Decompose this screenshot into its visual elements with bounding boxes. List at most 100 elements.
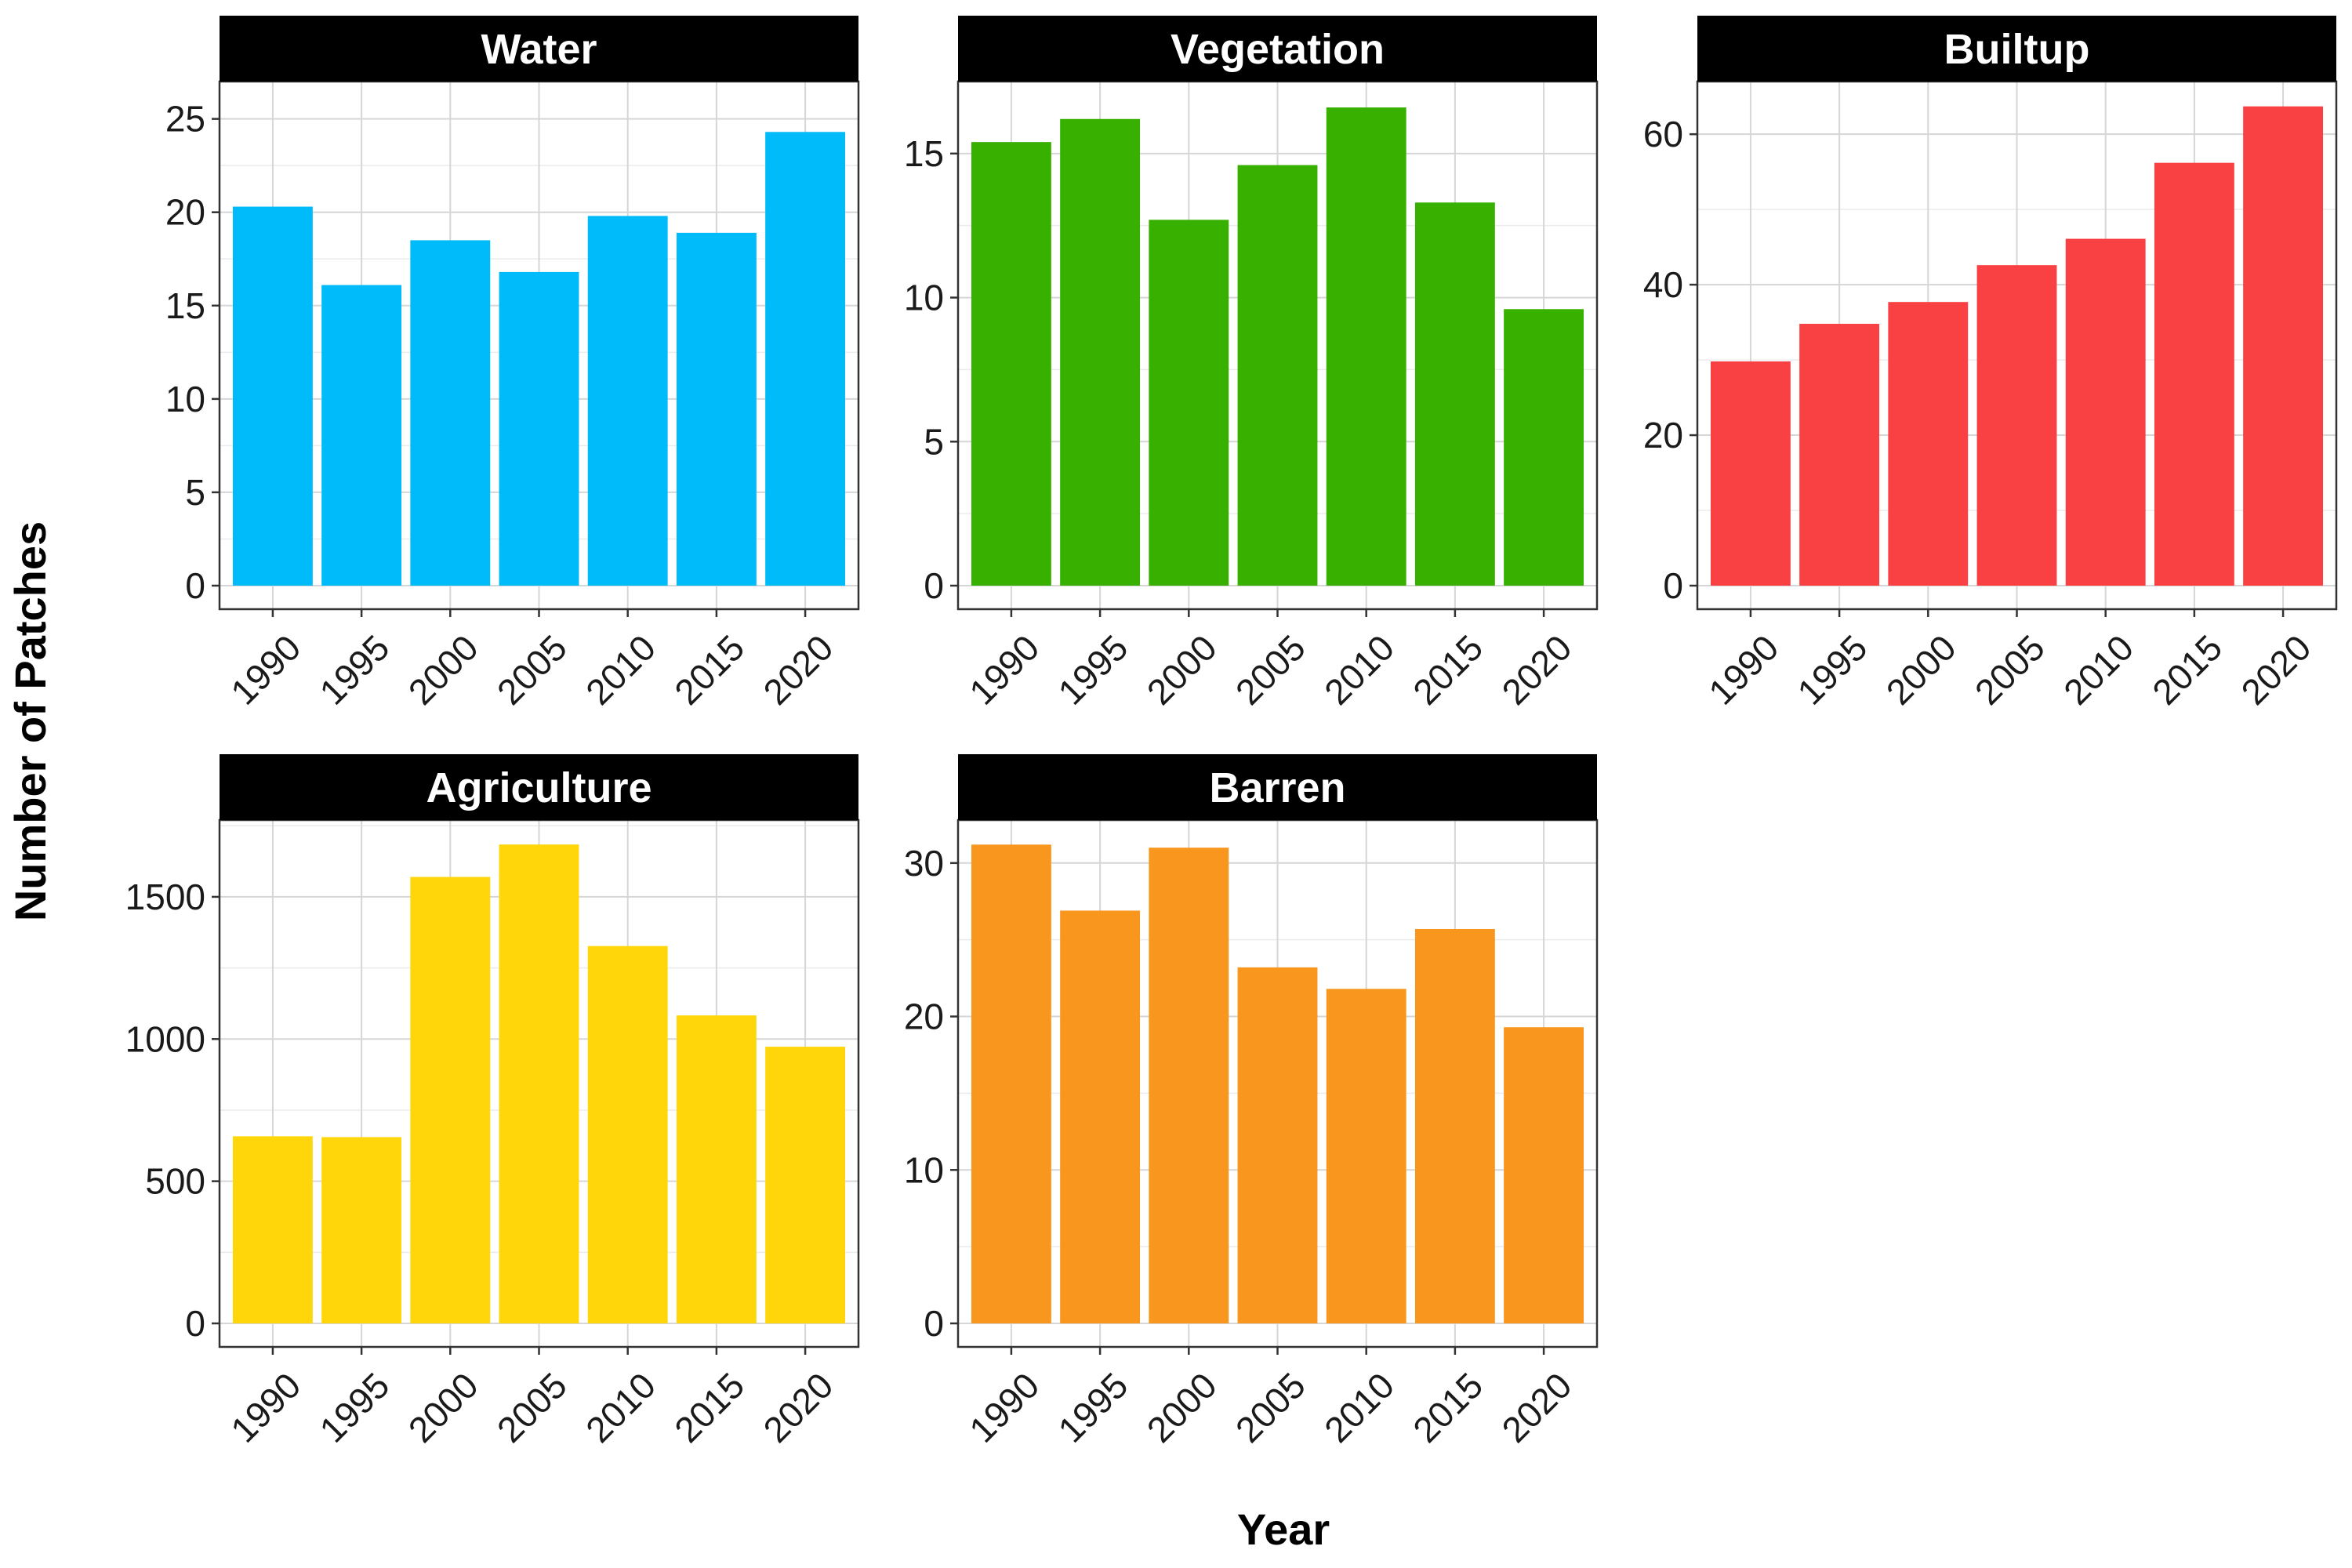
- panel-title: Vegetation: [1171, 26, 1385, 73]
- x-tick-label: 2015: [2144, 627, 2230, 713]
- bar-water-1990: [232, 206, 313, 586]
- x-tick-label: 2005: [489, 1365, 575, 1450]
- y-tick-label: 0: [1663, 565, 1683, 606]
- bar-agriculture-2015: [676, 1015, 757, 1323]
- y-tick-label: 15: [904, 133, 944, 174]
- bar-agriculture-2020: [765, 1047, 846, 1323]
- strip-header: [220, 754, 858, 820]
- x-tick-label: 1995: [1050, 627, 1135, 713]
- x-tick-label: 2000: [1139, 627, 1225, 713]
- y-tick-label: 10: [165, 379, 205, 419]
- bar-water-2005: [499, 271, 579, 586]
- y-tick-label: 0: [924, 565, 944, 606]
- x-tick-label: 2005: [1967, 627, 2053, 713]
- bar-builtup-2005: [1976, 265, 2057, 586]
- x-tick-label: 2005: [1228, 627, 1313, 713]
- panel-title: Water: [481, 26, 597, 73]
- x-tick-label: 1990: [961, 627, 1047, 713]
- panel-builtup: Builtup 0 20 40 60 1990 1995 2000 2005 2010 2015 20…: [1643, 16, 2338, 713]
- y-tick-label: 25: [165, 99, 205, 140]
- y-tick-label: 5: [185, 472, 205, 513]
- bar-barren-2020: [1504, 1027, 1584, 1323]
- x-tick-label: 2005: [489, 627, 575, 713]
- y-tick-label: 15: [165, 285, 205, 326]
- bar-agriculture-2010: [587, 946, 668, 1323]
- y-axis-title: Number of Patches: [5, 521, 55, 921]
- panel-barren: Barren 0 10 20 30 1990 1995 2000 2005 2010 2015 202…: [904, 754, 1599, 1450]
- x-tick-label: 1995: [311, 1365, 397, 1450]
- y-tick-label: 5: [924, 421, 944, 462]
- panel-water: Water 0 5 10 15 20 25 1990 1995 2000 2005 2010 2015 2…: [165, 16, 860, 713]
- strip-header: [958, 754, 1597, 820]
- bar-barren-2015: [1414, 928, 1495, 1323]
- x-tick-label: 1990: [961, 1365, 1047, 1450]
- panel-title: Barren: [1209, 764, 1345, 811]
- bar-vegetation-2015: [1414, 202, 1495, 586]
- bar-agriculture-2000: [410, 877, 491, 1323]
- bar-builtup-2010: [2065, 238, 2146, 586]
- y-tick-label: 10: [904, 1149, 944, 1190]
- y-tick-label: 60: [1643, 114, 1683, 154]
- bar-water-2015: [676, 232, 757, 586]
- x-tick-label: 2010: [1316, 1365, 1402, 1450]
- bar-agriculture-1990: [232, 1136, 313, 1323]
- y-tick-label: 30: [904, 843, 944, 884]
- strip-header: [220, 16, 858, 82]
- panel-title: Builtup: [1944, 26, 2090, 73]
- x-tick-label: 2015: [666, 627, 752, 713]
- panel-title: Agriculture: [426, 764, 652, 811]
- bar-builtup-1995: [1799, 324, 1880, 586]
- bar-water-1995: [321, 285, 402, 586]
- x-tick-label: 1995: [1789, 627, 1875, 713]
- y-tick-label: 20: [904, 996, 944, 1037]
- bar-builtup-2020: [2243, 106, 2324, 586]
- bar-vegetation-1990: [971, 142, 1051, 586]
- y-tick-label: 0: [185, 565, 205, 606]
- bar-builtup-2015: [2154, 162, 2234, 586]
- bar-vegetation-1995: [1060, 118, 1141, 586]
- bar-vegetation-2010: [1326, 107, 1406, 586]
- x-tick-label: 2010: [2056, 627, 2141, 713]
- strip-header: [958, 16, 1597, 82]
- x-tick-label: 2015: [666, 1365, 752, 1450]
- y-tick-label: 10: [904, 278, 944, 318]
- x-tick-label: 2005: [1228, 1365, 1313, 1450]
- x-tick-label: 2000: [401, 1365, 486, 1450]
- y-tick-label: 1500: [125, 877, 205, 917]
- bar-barren-2005: [1237, 967, 1318, 1323]
- x-tick-label: 2015: [1405, 1365, 1490, 1450]
- y-tick-label: 40: [1643, 264, 1683, 305]
- x-tick-label: 1995: [311, 627, 397, 713]
- bar-vegetation-2020: [1504, 309, 1584, 586]
- bar-agriculture-1995: [321, 1137, 402, 1323]
- x-tick-label: 1990: [1700, 627, 1786, 713]
- x-tick-label: 2000: [1139, 1365, 1225, 1450]
- bar-builtup-1990: [1710, 361, 1791, 586]
- x-tick-label: 1995: [1050, 1365, 1135, 1450]
- x-tick-label: 2020: [755, 627, 840, 713]
- bar-water-2020: [765, 132, 846, 586]
- x-tick-label: 1990: [223, 1365, 308, 1450]
- bar-barren-2010: [1326, 989, 1406, 1323]
- x-tick-label: 2010: [1316, 627, 1402, 713]
- bar-water-2000: [410, 240, 491, 586]
- x-tick-label: 2020: [1494, 627, 1579, 713]
- x-tick-label: 2015: [1405, 627, 1490, 713]
- bar-barren-1990: [971, 844, 1051, 1323]
- strip-header: [1697, 16, 2336, 82]
- bar-water-2010: [587, 216, 668, 586]
- bar-barren-2000: [1149, 848, 1229, 1323]
- bar-barren-1995: [1060, 910, 1141, 1323]
- y-tick-label: 20: [1643, 415, 1683, 456]
- bar-vegetation-2000: [1149, 220, 1229, 586]
- y-tick-label: 0: [185, 1303, 205, 1344]
- bar-agriculture-2005: [499, 844, 579, 1323]
- y-tick-label: 0: [924, 1303, 944, 1344]
- panel-vegetation: Vegetation 0 5 10 15 1990 1995 2000 2005 2010 2015…: [904, 16, 1599, 713]
- x-tick-label: 2000: [401, 627, 486, 713]
- x-tick-label: 1990: [223, 627, 308, 713]
- y-tick-label: 1000: [125, 1018, 205, 1059]
